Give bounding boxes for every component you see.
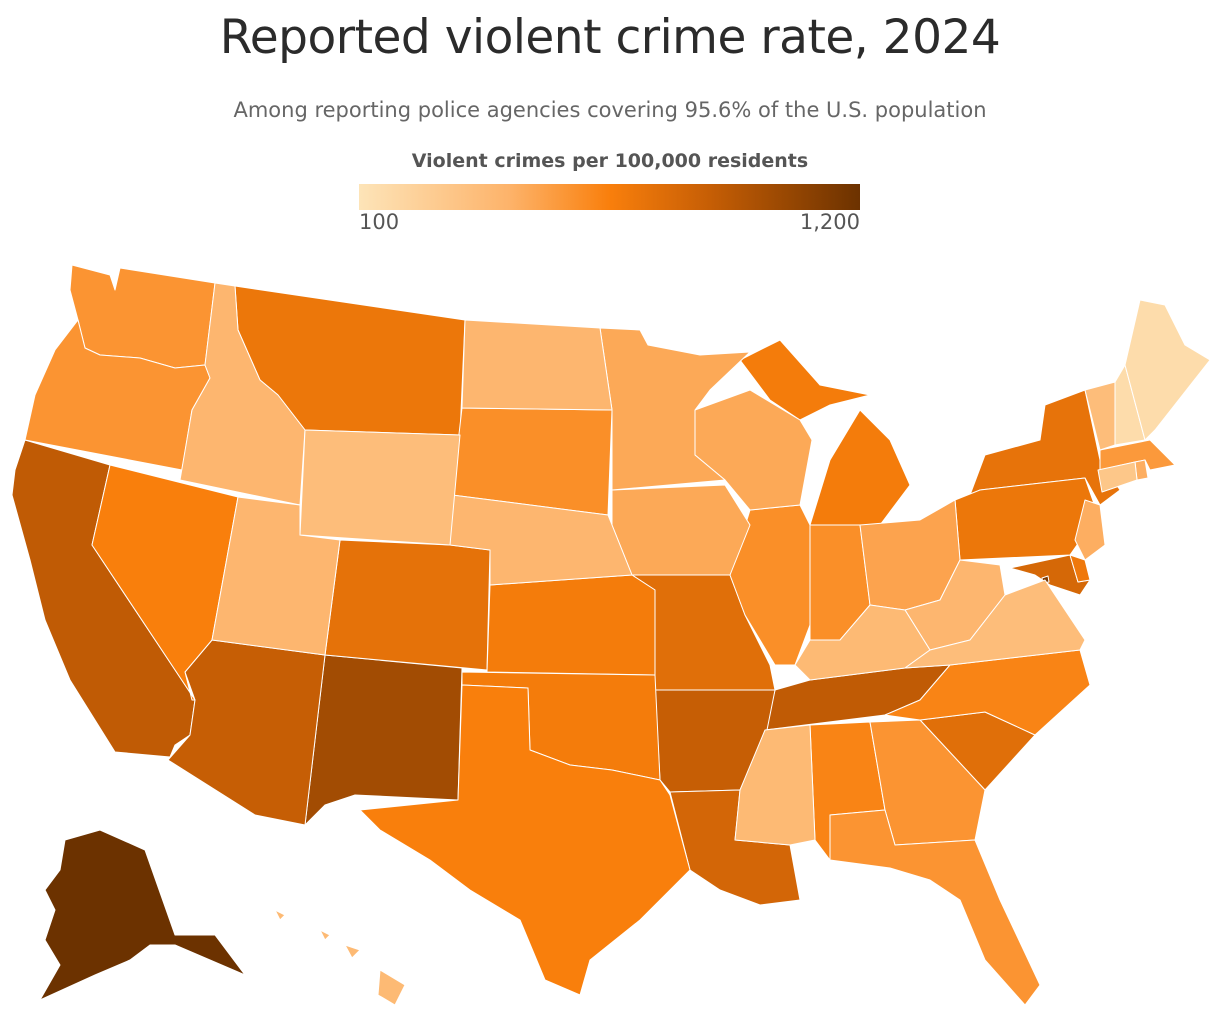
legend-color-bar xyxy=(359,184,860,210)
legend-min-label: 100 xyxy=(359,210,400,234)
state-iowa xyxy=(611,484,751,576)
state-minnesota xyxy=(599,327,751,491)
state-kansas xyxy=(486,574,656,676)
state-virginia xyxy=(904,579,1086,669)
state-north-dakota xyxy=(461,319,613,411)
state-nebraska xyxy=(449,494,633,586)
state-maine xyxy=(1124,299,1211,441)
state-wyoming xyxy=(299,429,461,546)
state-connecticut xyxy=(1097,461,1138,493)
legend-title: Violent crimes per 100,000 residents xyxy=(411,150,809,172)
map-title: Reported violent crime rate, 2024 xyxy=(219,10,1001,65)
state-kentucky xyxy=(794,604,931,681)
state-new-mexico xyxy=(304,654,463,826)
state-florida xyxy=(829,809,1041,1006)
state-mississippi xyxy=(734,724,816,846)
state-colorado xyxy=(324,539,491,671)
state-idaho xyxy=(179,282,306,506)
state-hawaii xyxy=(274,909,406,1006)
state-new-jersey xyxy=(1074,499,1106,561)
us-state-map xyxy=(11,264,1211,1006)
state-utah xyxy=(211,496,341,656)
state-north-carolina xyxy=(884,649,1091,736)
state-alaska xyxy=(39,829,246,1001)
state-arizona xyxy=(167,639,326,826)
map-subtitle: Among reporting police agencies covering… xyxy=(233,98,987,122)
state-texas xyxy=(359,684,691,996)
legend-max-label: 1,200 xyxy=(799,210,860,234)
state-delaware xyxy=(1069,554,1091,583)
